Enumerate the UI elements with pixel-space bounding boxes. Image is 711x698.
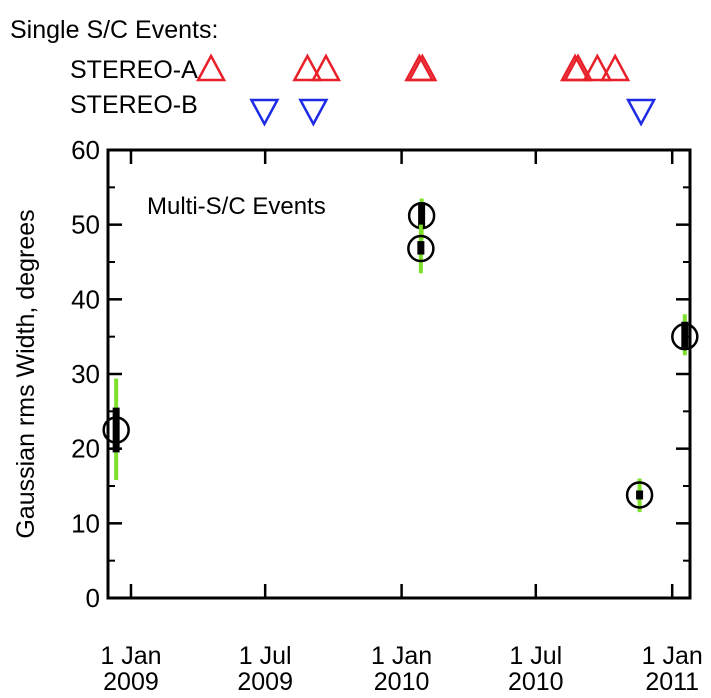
event-triangle	[600, 53, 631, 82]
data-point	[407, 234, 435, 263]
y-axis: 0 10 20 30 40 50 60	[71, 135, 690, 613]
data-point	[625, 481, 654, 509]
x-tick-label-year: 2010	[374, 668, 430, 696]
event-triangle	[407, 53, 438, 82]
event-triangle	[582, 53, 613, 82]
y-tick-label: 60	[71, 135, 100, 165]
event-triangle	[310, 53, 342, 82]
y-tick-label: 30	[71, 359, 100, 389]
x-tick-label-year: 2011	[645, 668, 699, 696]
event-triangle	[292, 53, 323, 82]
x-tick-label: 1 Jul	[509, 642, 562, 670]
plot-annotation: Multi-S/C Events	[147, 193, 326, 220]
y-tick-label: 0	[86, 583, 100, 613]
legend-label-stereo-b: STEREO-B	[70, 91, 198, 119]
event-triangle	[195, 53, 227, 82]
data-points	[102, 198, 699, 513]
x-tick-label-year: 2010	[508, 668, 564, 696]
event-triangle	[298, 98, 329, 127]
event-triangle	[249, 98, 280, 127]
data-point	[671, 322, 699, 351]
single-events-title: Single S/C Events:	[10, 16, 218, 44]
data-point	[102, 416, 130, 444]
x-tick-label: 1 Jan	[100, 642, 161, 670]
single-event-markers	[195, 53, 657, 127]
x-tick-label-year: 2009	[103, 668, 159, 696]
y-tick-label: 40	[71, 284, 100, 314]
y-axis-label: Gaussian rms Width, degrees	[12, 209, 40, 538]
event-triangle	[562, 53, 594, 82]
y-tick-label: 10	[71, 508, 100, 538]
x-tick-label: 1 Jul	[239, 642, 292, 670]
y-tick-label: 20	[71, 434, 100, 464]
x-tick-label: 1 Jan	[371, 642, 432, 670]
y-tick-label: 50	[71, 210, 100, 240]
x-tick-label-year: 2009	[237, 668, 293, 696]
event-triangle	[625, 98, 657, 127]
legend-label-stereo-a: STEREO-A	[70, 56, 198, 84]
x-tick-label: 1 Jan	[642, 642, 703, 670]
